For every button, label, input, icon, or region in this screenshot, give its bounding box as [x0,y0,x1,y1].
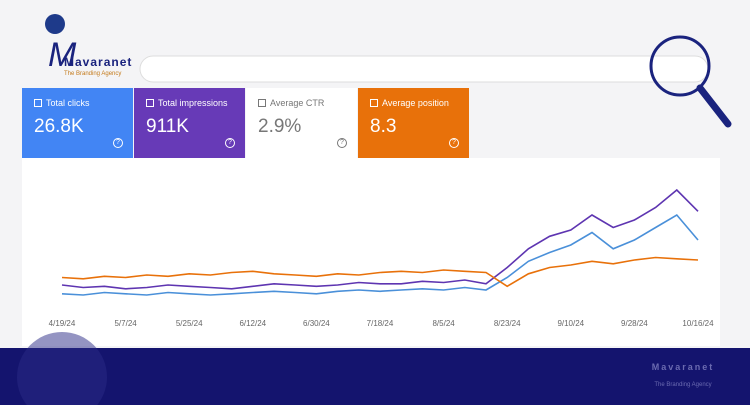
x-tick-label: 9/10/24 [557,319,584,328]
metric-card[interactable]: Average position 8.3? [358,88,469,158]
metric-label: Average position [382,98,449,108]
chart-panel [22,158,720,346]
metric-value: 2.9% [258,116,302,137]
series-line [61,256,699,288]
x-tick-label: 5/7/24 [114,319,137,328]
x-tick-label: 10/16/24 [682,319,714,328]
metric-card[interactable]: Average CTR 2.9%? [246,88,357,158]
search-bar[interactable] [139,55,709,83]
logo-mark: M [48,36,77,74]
metric-card[interactable]: Total clicks 26.8K? [22,88,133,158]
metric-value: 8.3 [370,116,397,137]
x-tick-label: 5/25/24 [176,319,203,328]
footer-band [0,348,750,405]
x-tick-label: 7/18/24 [367,319,394,328]
series-line [61,213,699,296]
footer-globe [17,332,107,405]
metric-card[interactable]: Total impressions 911K? [134,88,245,158]
metric-label: Average CTR [270,98,325,108]
logo-tagline: The Branding Agency [64,71,121,77]
x-tick-label: 6/12/24 [239,319,266,328]
magnifier-handle [696,84,732,128]
x-tick-label: 8/23/24 [494,319,521,328]
metric-label: Total impressions [158,98,228,108]
series-line [61,188,699,290]
x-tick-label: 6/30/24 [303,319,330,328]
x-tick-label: 8/5/24 [432,319,455,328]
logo-name: Mavaranet [64,55,132,69]
metric-label: Total clicks [46,98,90,108]
logo-globe [45,14,65,34]
footer-tagline: The Branding Agency [654,382,711,388]
x-tick-label: 4/19/24 [49,319,76,328]
metric-value: 26.8K [34,116,84,137]
magnifier [649,35,711,97]
footer-name: Mavaranet [652,362,715,372]
x-tick-label: 9/28/24 [621,319,648,328]
metric-value: 911K [146,116,189,137]
chart: 4/19/24 5/7/24 5/25/24 6/12/24 6/30/24 7/18/2… [49,188,714,328]
